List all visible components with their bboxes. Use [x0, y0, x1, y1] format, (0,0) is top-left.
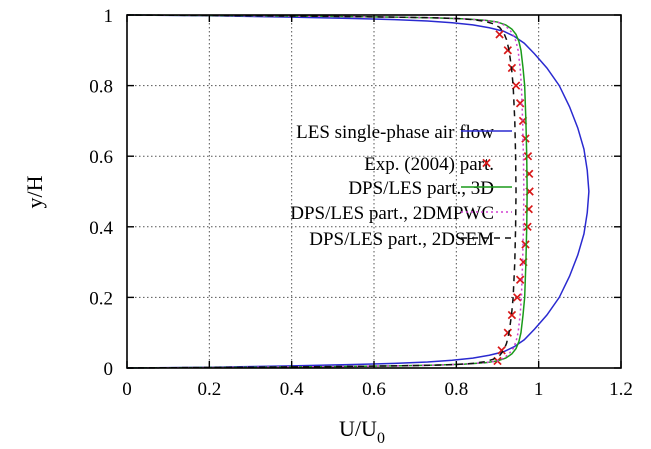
data-point-marker: [515, 275, 525, 284]
data-point-marker: [495, 30, 504, 39]
data-point-marker: [503, 46, 512, 55]
x-tick-label: 0.6: [362, 379, 386, 400]
data-point-marker: [523, 151, 533, 161]
y-axis-label: y/H: [22, 175, 47, 208]
data-point-marker: [507, 310, 517, 320]
grid: [127, 15, 621, 368]
data-point-marker: [503, 328, 512, 337]
x-tick-label: 0: [122, 379, 132, 400]
legend-label: LES single-phase air flow: [296, 122, 494, 143]
series-layer: [126, 14, 590, 369]
data-point-marker: [521, 240, 530, 249]
x-tick-label: 1: [534, 379, 544, 400]
data-point-marker: [497, 346, 506, 355]
y-tick-label: 1: [104, 6, 114, 27]
x-tick-label: 0.4: [280, 379, 304, 400]
y-tick-label: 0: [104, 359, 114, 380]
ticks: 0 0.2 0.4 0.6 0.8 1 1.2 0 0.2 0.4 0.6 0.8 1: [89, 6, 633, 400]
legend-label: Exp. (2004) part.: [364, 154, 494, 175]
x-tick-label: 1.2: [609, 379, 633, 400]
legend-label: DPS/LES part., 2DSEM: [309, 229, 494, 250]
legend-label: DPS/LES part., 2DMPWC: [290, 203, 494, 224]
y-tick-label: 0.2: [89, 288, 113, 309]
data-point-marker: [513, 293, 522, 302]
data-point-marker: [521, 134, 530, 143]
x-axis-label-main: U/U: [339, 416, 377, 441]
legend-label: DPS/LES part., 3D: [348, 178, 494, 199]
data-point-marker: [515, 99, 525, 108]
x-axis-label: U/U0: [339, 416, 385, 447]
legend: LES single-phase air flow Exp. (2004) par…: [290, 122, 512, 250]
y-tick-label: 0.8: [89, 77, 113, 98]
legend-swatch: [482, 158, 491, 168]
y-tick-label: 0.4: [89, 218, 113, 239]
series-line-les-single-phase-air-flow: [126, 14, 590, 369]
x-axis-label-subscript: 0: [377, 430, 385, 447]
series-line-dps-les-part-2dsem: [126, 14, 517, 369]
data-point-marker: [523, 222, 532, 232]
x-tick-label: 0.8: [444, 379, 468, 400]
y-tick-label: 0.6: [89, 147, 113, 168]
x-tick-label: 0.2: [197, 379, 221, 400]
